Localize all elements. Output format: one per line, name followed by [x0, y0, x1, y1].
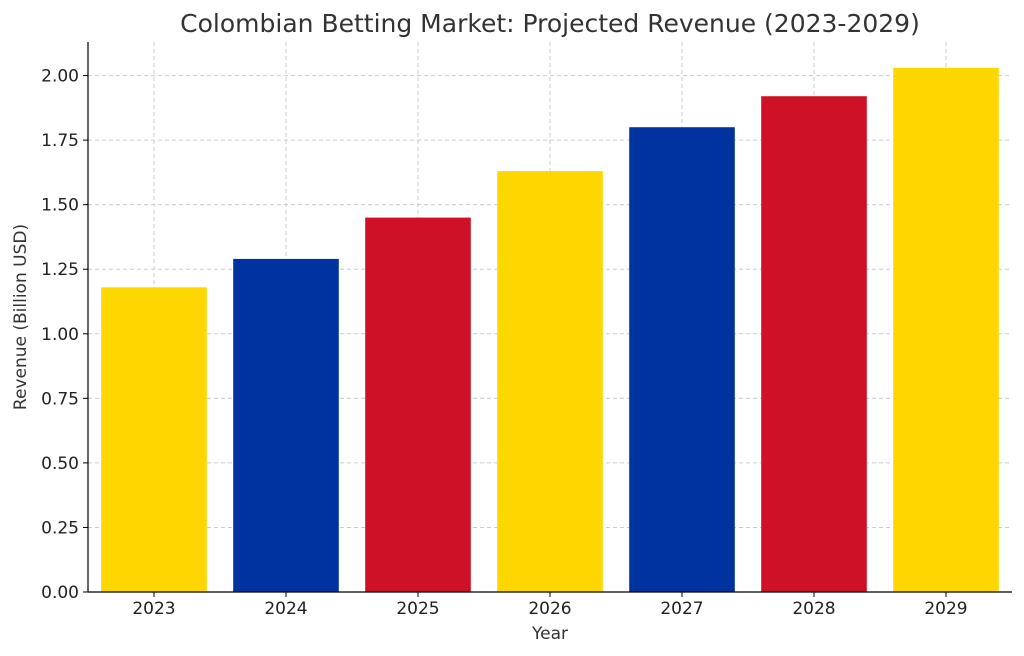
y-tick-label: 0.25 [41, 518, 79, 538]
x-tick-label: 2029 [924, 599, 967, 619]
x-tick-label: 2026 [528, 599, 571, 619]
y-tick-label: 1.50 [41, 196, 79, 216]
y-tick-label: 1.25 [41, 260, 79, 280]
bar-2028 [761, 96, 867, 593]
bars [101, 67, 999, 593]
x-axis-label: Year [531, 624, 568, 644]
x-axis-ticks: 2023 2024 2025 2026 2027 2028 2029 [132, 592, 968, 619]
y-tick-label: 1.00 [41, 325, 79, 345]
y-tick-label: 2.00 [41, 67, 79, 87]
bar-2029 [893, 67, 999, 592]
bar-2026 [497, 171, 603, 593]
y-tick-label: 1.75 [41, 131, 79, 151]
bar-2024 [233, 258, 339, 592]
y-tick-label: 0.75 [41, 389, 79, 409]
chart-title: Colombian Betting Market: Projected Reve… [180, 9, 920, 38]
bar-2025 [365, 217, 471, 592]
y-axis-label: Revenue (Billion USD) [11, 224, 31, 410]
y-tick-label: 0.50 [41, 454, 79, 474]
x-tick-label: 2024 [264, 599, 307, 619]
bar-2027 [629, 127, 735, 592]
x-tick-label: 2025 [396, 599, 439, 619]
y-tick-label: 0.00 [41, 583, 79, 603]
y-axis-ticks: 0.00 0.25 0.50 0.75 1.00 1.25 1.50 1.75 2.00 [41, 67, 88, 603]
x-tick-label: 2027 [660, 599, 703, 619]
bar-2023 [101, 287, 207, 592]
x-tick-label: 2023 [132, 599, 175, 619]
x-tick-label: 2028 [792, 599, 835, 619]
